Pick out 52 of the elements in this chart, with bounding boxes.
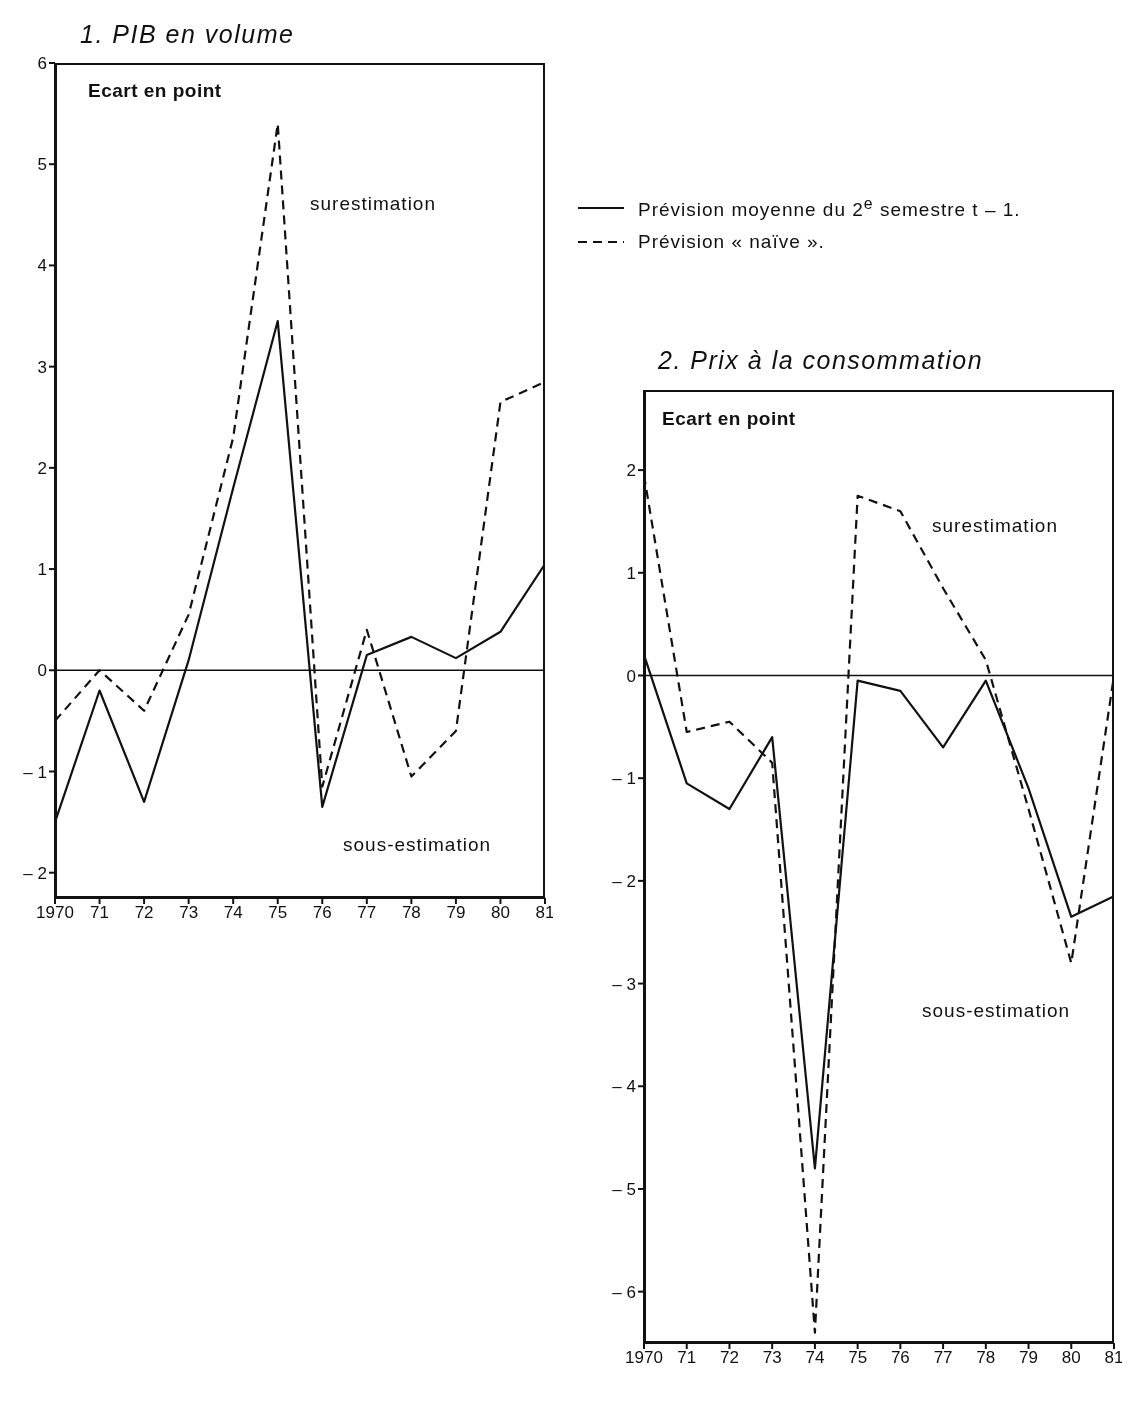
annotation: surestimation	[310, 193, 436, 215]
x-tick-label: 72	[134, 903, 154, 923]
x-tick-label: 76	[890, 1348, 910, 1368]
x-tick-label: 71	[90, 903, 110, 923]
x-tick-label: 77	[933, 1348, 953, 1368]
y-tick-label: 4	[37, 256, 47, 276]
legend-label: Prévision « naïve ».	[638, 231, 825, 253]
x-tick-label: 81	[535, 903, 555, 923]
y-tick-label: 0	[37, 661, 47, 681]
x-tick-label: 79	[1019, 1348, 1039, 1368]
y-tick-label: – 1	[612, 769, 636, 789]
x-tick-label: 80	[1061, 1348, 1081, 1368]
x-tick-label: 1970	[36, 903, 74, 923]
y-tick-label: – 5	[612, 1179, 636, 1199]
y-tick-label: 1	[37, 560, 47, 580]
x-tick-label: 73	[762, 1348, 782, 1368]
y-tick-label: 3	[37, 357, 47, 377]
y-tick-label: 6	[37, 54, 47, 74]
chart-title: 1. PIB en volume	[80, 20, 295, 49]
x-tick-label: 78	[401, 903, 421, 923]
x-tick-label: 74	[805, 1348, 825, 1368]
y-tick-label: – 1	[23, 762, 47, 782]
annotation: Ecart en point	[662, 408, 796, 430]
annotation: sous-estimation	[343, 834, 492, 856]
y-tick-label: – 3	[612, 974, 636, 994]
legend-label: Prévision moyenne du 2$^{e}$ semestre t – 1.	[638, 194, 1021, 222]
chart-title: 2. Prix à la consommation	[658, 346, 984, 375]
x-tick-label: 74	[223, 903, 243, 923]
x-tick-label: 76	[312, 903, 332, 923]
x-tick-label: 81	[1104, 1348, 1124, 1368]
y-tick-label: 5	[37, 155, 47, 175]
x-tick-label: 75	[268, 903, 288, 923]
x-tick-label: 79	[446, 903, 466, 923]
x-tick-label: 75	[848, 1348, 868, 1368]
x-tick-label: 78	[976, 1348, 996, 1368]
x-tick-label: 80	[490, 903, 510, 923]
y-tick-label: 1	[626, 563, 636, 583]
y-tick-label: – 2	[23, 863, 47, 883]
x-tick-label: 73	[179, 903, 199, 923]
x-tick-label: 72	[719, 1348, 739, 1368]
y-tick-label: – 4	[612, 1077, 636, 1097]
x-tick-label: 71	[677, 1348, 697, 1368]
annotation: surestimation	[932, 515, 1058, 537]
y-tick-label: 2	[626, 461, 636, 481]
y-tick-label: – 6	[612, 1282, 636, 1302]
x-tick-label: 1970	[625, 1348, 663, 1368]
annotation: Ecart en point	[88, 80, 222, 102]
y-tick-label: 2	[37, 458, 47, 478]
x-tick-label: 77	[357, 903, 377, 923]
annotation: sous-estimation	[922, 1000, 1071, 1022]
y-tick-label: 0	[626, 666, 636, 686]
y-tick-label: – 2	[612, 871, 636, 891]
